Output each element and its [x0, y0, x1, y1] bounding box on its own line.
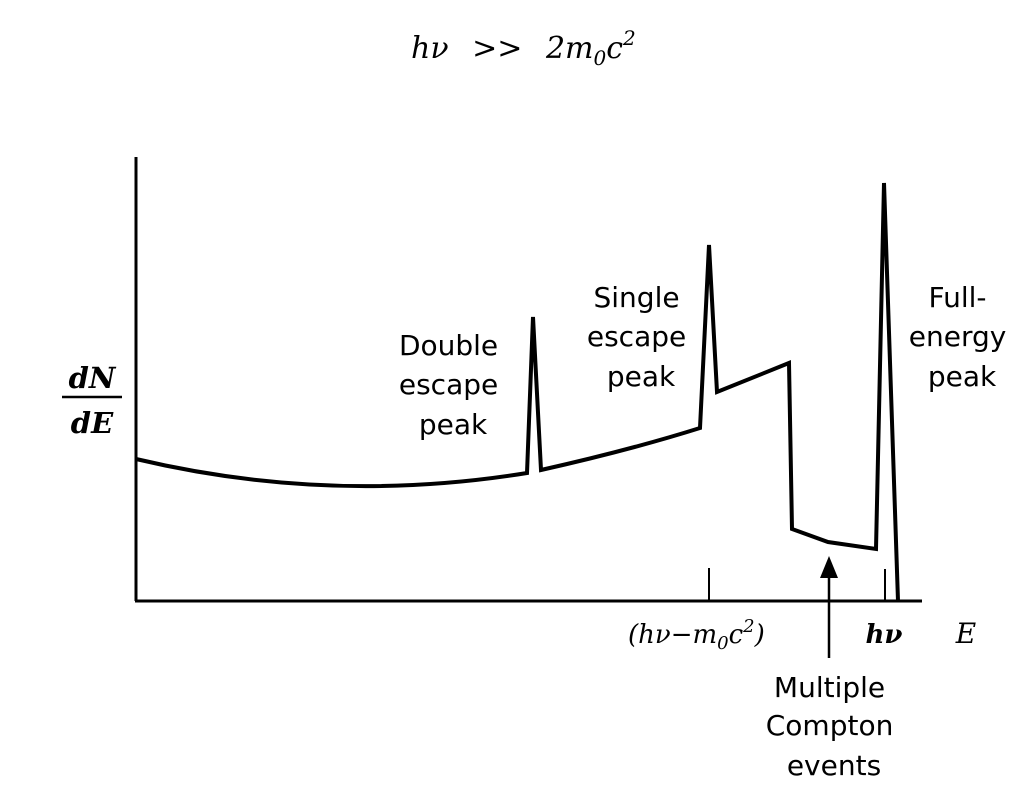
- tick-label-full: hν: [866, 620, 903, 650]
- compton-arrowhead: [820, 556, 838, 578]
- double-escape-label: Double escape peak: [399, 329, 507, 441]
- title-op: >>: [472, 31, 522, 66]
- spectrum-curve: [135, 182, 900, 602]
- y-axis-denominator: dE: [71, 406, 114, 440]
- title-lhs: hν: [411, 31, 449, 66]
- title-rhs-coeff: 2m: [545, 31, 594, 66]
- full-energy-label: Full- energy peak: [909, 281, 1015, 393]
- title-equation: hν >> 2m0c2: [411, 26, 636, 70]
- title-rhs-sup: 2: [622, 26, 636, 50]
- tick-label-single: (hν−m0c2): [628, 616, 765, 654]
- title-rhs-c: c: [606, 31, 623, 66]
- single-escape-label: Single escape peak: [587, 281, 695, 393]
- compton-label: Multiple Compton events: [766, 671, 903, 782]
- title-rhs-sub: 0: [593, 46, 606, 70]
- y-axis-numerator: dN: [69, 361, 117, 395]
- x-axis-label: E: [955, 617, 976, 650]
